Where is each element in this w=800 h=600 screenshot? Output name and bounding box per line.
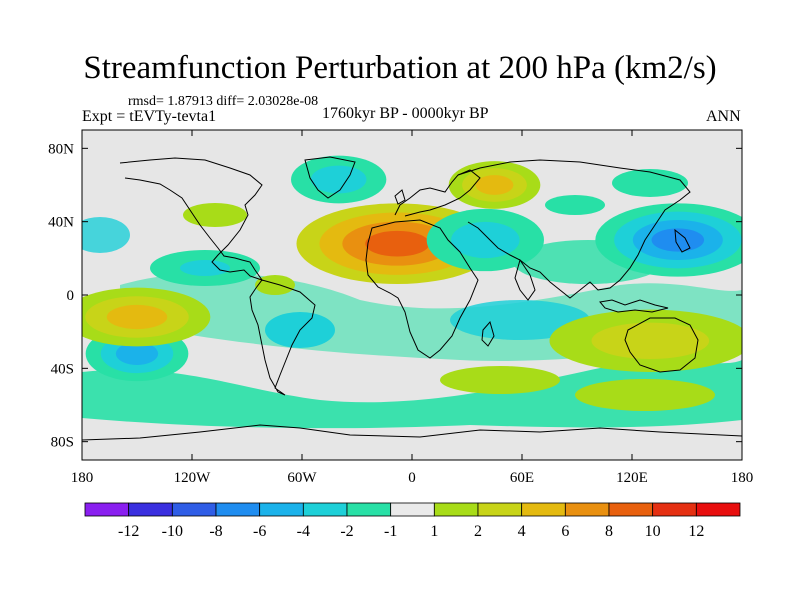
lon-label: 60E: [510, 470, 534, 486]
map-axes: 80N 40N 0 40S 80S 180 120W 60W 0 60E 120E 180: [48, 130, 753, 486]
coast-uk: [394, 189, 406, 205]
colorbar-swatch: [302, 502, 348, 517]
colorbar-label: -6: [253, 523, 266, 540]
coast-indonesia: [599, 299, 669, 313]
colorbar-label: 10: [645, 523, 661, 540]
colorbar-swatch: [477, 502, 523, 517]
lon-label: 60W: [287, 470, 317, 486]
anomaly-7-level-1: [451, 221, 520, 259]
anomaly-4-level-1: [310, 165, 367, 194]
lat-label: 80N: [48, 141, 74, 157]
colorbar-label: 4: [518, 523, 526, 540]
season-label: ANN: [706, 108, 741, 125]
lat-label: 80S: [51, 435, 74, 451]
coast-japan: [674, 228, 691, 253]
colorbar-swatch: [521, 502, 566, 517]
colorbar-swatch: [564, 502, 610, 517]
anom-atl-west: [82, 217, 130, 253]
anomaly-1-level-3: [651, 228, 705, 252]
colorbar: -12 -10 -8 -6 -4 -2 -1 1 2 4 6 8 10 12: [84, 502, 741, 540]
anom-rockies: [183, 203, 247, 227]
colorbar-label: -8: [209, 523, 222, 540]
period-label: 1760kyr BP - 0000kyr BP: [322, 105, 489, 122]
lon-label: 120W: [174, 470, 212, 486]
colorbar-label: 6: [561, 523, 569, 540]
anomaly-3-level-2: [106, 304, 168, 330]
colorbar-label: 1: [430, 523, 438, 540]
coastlines: [82, 156, 742, 441]
coast-south-america: [249, 279, 316, 396]
coast-north-america: [119, 157, 264, 281]
anomaly-0-level-3: [365, 230, 430, 257]
colorbar-swatch: [652, 502, 697, 517]
anom-npac-north: [612, 169, 688, 197]
colorbar-label: -2: [340, 523, 353, 540]
lat-label: 40S: [51, 361, 74, 377]
anom-pac-south: [575, 379, 715, 411]
lon-label: 180: [71, 470, 94, 486]
coast-greenland: [304, 156, 356, 199]
anomaly-6-level-1: [591, 322, 710, 360]
colorbar-swatch: [346, 502, 392, 517]
colorbar-label: -10: [162, 523, 183, 540]
lon-label: 0: [408, 470, 416, 486]
colorbar-label: 2: [474, 523, 482, 540]
chart-title: Streamfunction Perturbation at 200 hPa (…: [83, 50, 717, 86]
anomaly-5-level-2: [475, 175, 514, 195]
coast-australia: [624, 317, 699, 373]
band-south: [82, 360, 742, 429]
coast-europe: [394, 169, 481, 217]
coast-madagascar: [481, 320, 495, 347]
anom-io-eq: [450, 300, 590, 340]
lon-label: 180: [731, 470, 754, 486]
coast-africa: [365, 219, 479, 359]
coast-india: [514, 258, 536, 301]
colorbar-label: -1: [384, 523, 397, 540]
colorbar-swatch: [171, 502, 217, 517]
colorbar-swatch: [390, 502, 435, 517]
anom-caspian: [545, 195, 605, 215]
colorbar-swatch: [215, 502, 261, 517]
experiment-label: Expt = tEVTy-tevta1: [82, 108, 217, 125]
lat-label: 40N: [48, 215, 74, 231]
colorbar-swatch: [695, 502, 741, 517]
lon-label: 120E: [616, 470, 648, 486]
colorbar-swatch: [259, 502, 304, 517]
colorbar-swatch: [433, 502, 479, 517]
anomaly-2-level-2: [115, 342, 159, 365]
colorbar-swatch: [608, 502, 654, 517]
anom-na-pac-core: [180, 260, 230, 276]
colorbar-swatch: [84, 502, 130, 517]
anom-indian-south: [440, 366, 560, 394]
colorbar-label: 12: [688, 523, 704, 540]
anom-brazil: [255, 275, 295, 295]
colorbar-label: 8: [605, 523, 613, 540]
coast-antarctica: [82, 424, 742, 441]
colorbar-swatch: [128, 502, 173, 517]
anomaly-contours: [82, 155, 742, 382]
lat-label: 0: [67, 288, 75, 304]
stats-text: rmsd= 1.87913 diff= 2.03028e-08: [128, 94, 319, 109]
colorbar-label: -12: [118, 523, 139, 540]
colorbar-label: -4: [297, 523, 310, 540]
